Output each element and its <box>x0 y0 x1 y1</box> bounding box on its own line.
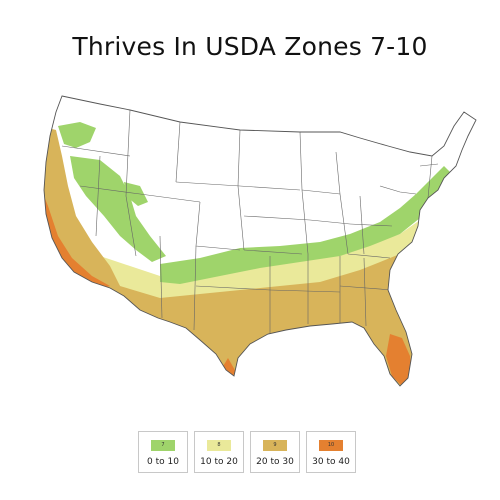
legend-swatch-zone-10: 10 <box>319 440 343 451</box>
legend-swatch-zone-8: 8 <box>207 440 231 451</box>
legend-range-zone-9: 20 to 30 <box>256 457 294 467</box>
legend-item-zone-9: 9 20 to 30 <box>250 431 300 473</box>
legend-range-zone-10: 30 to 40 <box>312 457 350 467</box>
legend-range-zone-7: 0 to 10 <box>147 457 179 467</box>
legend-swatch-zone-9: 9 <box>263 440 287 451</box>
legend-range-zone-8: 10 to 20 <box>200 457 238 467</box>
legend-swatch-zone-7: 7 <box>151 440 175 451</box>
zone-7-west-patch <box>70 156 166 262</box>
legend-item-zone-7: 7 0 to 10 <box>138 431 188 473</box>
zone-10-florida <box>386 334 412 386</box>
state-borders <box>61 109 439 334</box>
legend-item-zone-8: 8 10 to 20 <box>194 431 244 473</box>
zone-7-west-patch <box>124 182 148 206</box>
legend-item-zone-10: 10 30 to 40 <box>306 431 356 473</box>
zone-7-west-patch <box>58 122 96 148</box>
map-title: Thrives In USDA Zones 7-10 <box>72 32 428 61</box>
zone-7-region <box>160 166 452 284</box>
zone-legend: 7 0 to 10 8 10 to 20 9 20 to 30 10 30 to… <box>138 431 356 473</box>
usda-zone-map <box>40 86 500 396</box>
